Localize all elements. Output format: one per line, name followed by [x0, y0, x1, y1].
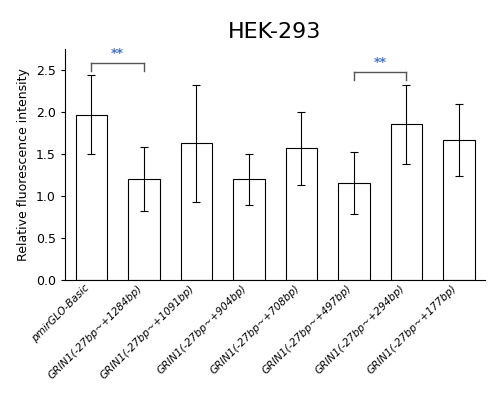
Text: **: ** [374, 56, 386, 69]
Bar [233, 180, 264, 280]
Text: **: ** [111, 47, 124, 59]
Bar [390, 124, 422, 280]
Y-axis label: Relative fluorescence intensity: Relative fluorescence intensity [18, 68, 30, 261]
Title: HEK-293: HEK-293 [228, 22, 322, 42]
Bar [128, 179, 160, 280]
Bar [286, 148, 317, 280]
Bar [180, 143, 212, 280]
Bar [76, 115, 107, 280]
Bar [338, 183, 370, 280]
Bar [443, 140, 474, 280]
